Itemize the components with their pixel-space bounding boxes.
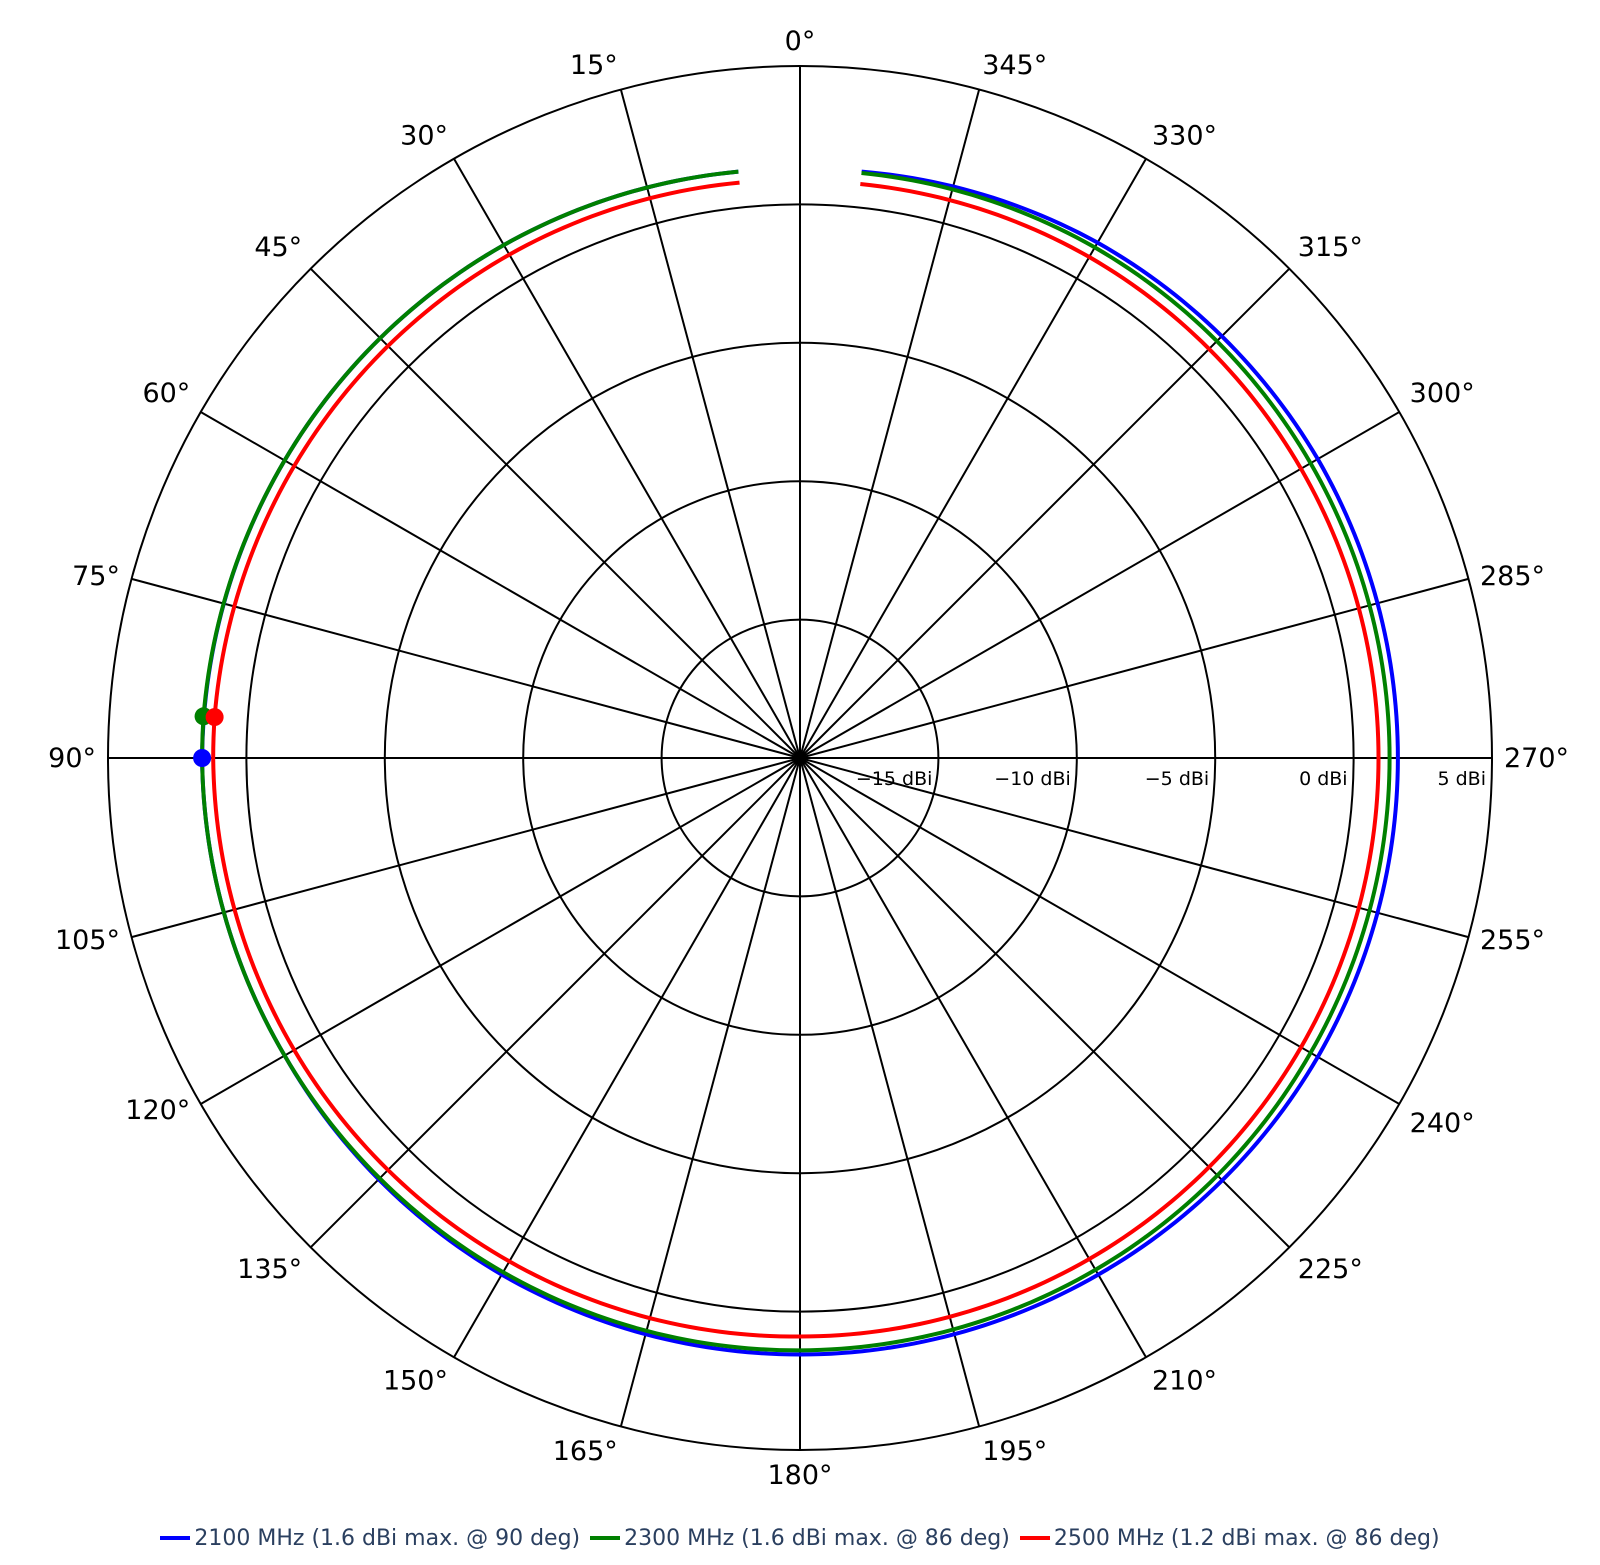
- angle-tick-label: 345°: [982, 50, 1047, 81]
- spoke: [200, 757, 801, 1105]
- max-markers: [193, 707, 224, 767]
- legend-label: 2100 MHz (1.6 dBi max. @ 90 deg): [194, 1525, 581, 1551]
- legend-label: 2300 MHz (1.6 dBi max. @ 86 deg): [624, 1525, 1010, 1551]
- angle-tick-label: 120°: [125, 1095, 190, 1126]
- angular-tick-labels: 0° 15° 30° 45° 60° 75° 90° 105° 120° 135° 150° 165°…: [48, 26, 1569, 1491]
- angle-tick-label: 255°: [1480, 925, 1545, 956]
- angle-tick-label: 285°: [1480, 561, 1545, 592]
- spoke: [131, 577, 801, 759]
- radial-tick-label: −15 dBi: [856, 768, 933, 790]
- angle-tick-label: 75°: [72, 561, 120, 592]
- spoke: [131, 757, 801, 939]
- polar-chart: −15 dBi −10 dBi −5 dBi 0 dBi 5 dBi 0° 15° 30° 4…: [48, 26, 1569, 1491]
- angle-tick-label: 180°: [767, 1460, 832, 1491]
- max-point-marker: [205, 708, 224, 727]
- series-layer: [200, 169, 1400, 1357]
- spoke: [309, 757, 801, 1249]
- angle-tick-label: 45°: [254, 232, 302, 263]
- angle-tick-label: 330°: [1152, 120, 1217, 151]
- max-point-marker: [193, 749, 212, 767]
- legend-swatch: [160, 1536, 191, 1540]
- legend-item[interactable]: 2300 MHz (1.6 dBi max. @ 86 deg): [590, 1526, 1010, 1551]
- legend: 2100 MHz (1.6 dBi max. @ 90 deg) 2300 MHz…: [0, 1518, 1600, 1558]
- radial-tick-label: −5 dBi: [1145, 768, 1209, 790]
- spoke: [309, 267, 801, 759]
- spoke: [799, 757, 1291, 1249]
- angle-tick-label: 270°: [1504, 743, 1569, 774]
- spoke: [799, 757, 981, 1427]
- angular-grid: [108, 66, 1492, 1450]
- angle-tick-label: 195°: [982, 1436, 1047, 1467]
- spoke: [619, 89, 801, 759]
- legend-swatch: [1019, 1536, 1050, 1540]
- radial-tick-labels: −15 dBi −10 dBi −5 dBi 0 dBi 5 dBi: [856, 768, 1486, 790]
- angle-tick-label: 135°: [237, 1254, 302, 1285]
- angle-tick-label: 165°: [553, 1436, 618, 1467]
- angle-tick-label: 240°: [1410, 1108, 1475, 1139]
- angle-tick-label: 15°: [570, 50, 618, 81]
- spoke: [453, 757, 801, 1358]
- angle-tick-label: 210°: [1152, 1366, 1217, 1397]
- radial-tick-label: 5 dBi: [1437, 768, 1486, 790]
- angle-tick-label: 300°: [1410, 378, 1475, 409]
- spoke: [453, 158, 801, 759]
- angle-tick-label: 60°: [142, 378, 190, 409]
- angle-tick-label: 105°: [55, 925, 120, 956]
- radial-tick-label: 0 dBi: [1299, 768, 1348, 790]
- spoke: [200, 411, 801, 759]
- angle-tick-label: 150°: [383, 1366, 448, 1397]
- series-line: [200, 169, 1392, 1353]
- series-line: [211, 180, 1381, 1339]
- radial-tick-label: −10 dBi: [994, 768, 1071, 790]
- angle-tick-label: 30°: [400, 120, 448, 151]
- angle-tick-label: 90°: [48, 743, 96, 774]
- angle-tick-label: 0°: [785, 26, 816, 57]
- spoke: [619, 757, 801, 1427]
- legend-swatch: [590, 1536, 621, 1540]
- spoke: [799, 757, 1147, 1358]
- angle-tick-label: 225°: [1298, 1254, 1363, 1285]
- angle-tick-label: 315°: [1298, 232, 1363, 263]
- legend-item[interactable]: 2100 MHz (1.6 dBi max. @ 90 deg): [160, 1526, 580, 1551]
- legend-item[interactable]: 2500 MHz (1.2 dBi max. @ 86 deg): [1019, 1525, 1440, 1551]
- legend-label: 2500 MHz (1.2 dBi max. @ 86 deg): [1053, 1525, 1440, 1551]
